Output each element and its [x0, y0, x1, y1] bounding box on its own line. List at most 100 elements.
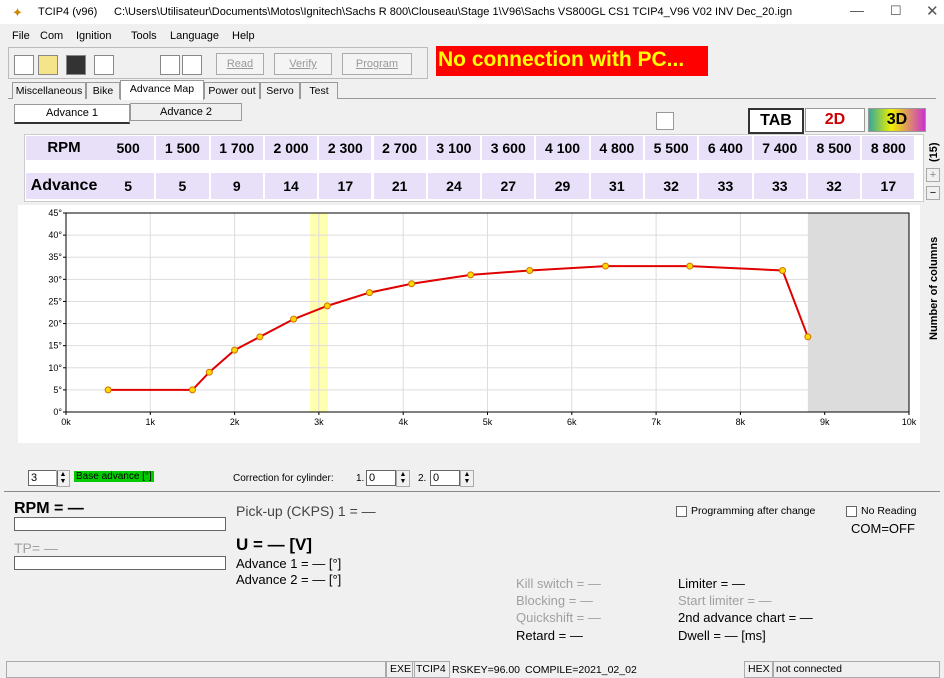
- tp-bar: [14, 556, 226, 570]
- spinner[interactable]: ▲ ▼: [460, 470, 474, 487]
- table-cell[interactable]: 17: [319, 173, 372, 199]
- table-cell[interactable]: 14: [264, 173, 318, 199]
- x-tick-label: 3k: [314, 417, 324, 427]
- print-icon[interactable]: [94, 55, 114, 75]
- minimize[interactable]: —: [850, 2, 864, 18]
- remove-column[interactable]: −: [926, 186, 940, 200]
- cylinder-1-input[interactable]: 0: [366, 470, 396, 486]
- y-tick-label: 40°: [48, 230, 62, 240]
- copy-icon[interactable]: [656, 112, 674, 130]
- table-cell[interactable]: 2 700: [373, 136, 426, 160]
- y-tick-label: 15°: [48, 341, 62, 351]
- tab[interactable]: Miscellaneous: [12, 82, 86, 99]
- maximize[interactable]: ☐: [890, 3, 902, 18]
- data-point: [686, 262, 694, 270]
- table-cell[interactable]: 3 600: [482, 136, 535, 160]
- open-icon[interactable]: [38, 55, 58, 75]
- rpm-bar: [14, 517, 226, 531]
- program-button[interactable]: Program: [342, 53, 412, 75]
- spinner[interactable]: ▲ ▼: [56, 470, 70, 487]
- 2d-view-button[interactable]: 2D: [805, 108, 865, 132]
- pickup-readout: Pick-up (CKPS) 1 = —: [236, 503, 376, 519]
- x-tick-label: 1k: [146, 417, 156, 427]
- menu-item[interactable]: Com: [40, 30, 64, 42]
- table-cell[interactable]: 2 300: [319, 136, 372, 160]
- verify-button[interactable]: Verify: [274, 53, 332, 75]
- menu-item[interactable]: Ignition: [76, 30, 112, 42]
- table-cell[interactable]: 5 500: [645, 136, 698, 160]
- x-tick-label: 6k: [567, 417, 577, 427]
- status-cell: [6, 661, 386, 678]
- table-cell[interactable]: 32: [807, 173, 861, 199]
- table-cell[interactable]: 32: [645, 173, 698, 199]
- status-compile: COMPILE=2021_02_02: [525, 664, 637, 676]
- tab-active[interactable]: Advance Map: [120, 80, 204, 100]
- base-advance-input[interactable]: 3: [28, 470, 58, 486]
- table-cell[interactable]: 21: [373, 173, 426, 199]
- com-status: COM=OFF: [851, 521, 915, 536]
- tab[interactable]: Power out: [204, 82, 260, 99]
- table-cell[interactable]: 27: [482, 173, 535, 199]
- spinner[interactable]: ▲ ▼: [396, 470, 410, 487]
- redo-icon[interactable]: [182, 55, 202, 75]
- table-cell[interactable]: 9: [210, 173, 263, 199]
- add-column[interactable]: +: [926, 168, 940, 182]
- quickshift: Quickshift = —: [516, 610, 601, 625]
- table-cell[interactable]: 8 500: [807, 136, 861, 160]
- table-cell[interactable]: 1 700: [210, 136, 263, 160]
- undo-icon[interactable]: [160, 55, 180, 75]
- blocking: Blocking = —: [516, 593, 593, 608]
- tab[interactable]: Bike: [86, 82, 120, 99]
- data-point: [323, 302, 331, 310]
- 3d-view-button[interactable]: 3D: [868, 108, 926, 132]
- table-cell[interactable]: 3 100: [427, 136, 481, 160]
- table-cell[interactable]: 500: [102, 136, 155, 160]
- save-icon[interactable]: [66, 55, 86, 75]
- table-cell[interactable]: 8 800: [862, 136, 915, 160]
- table-cell[interactable]: 4 100: [536, 136, 589, 160]
- menu-item[interactable]: File: [12, 30, 30, 42]
- advance-1-readout: Advance 1 = — [°]: [236, 556, 342, 571]
- new-icon[interactable]: [14, 55, 34, 75]
- x-tick-label: 2k: [230, 417, 240, 427]
- tab-line: [8, 98, 936, 99]
- correction-label: Correction for cylinder:: [233, 473, 334, 484]
- read-button[interactable]: Read: [216, 53, 264, 75]
- cylinder-2-input[interactable]: 0: [430, 470, 460, 486]
- dwell: Dwell = — [ms]: [678, 628, 766, 643]
- checkbox[interactable]: [676, 506, 687, 517]
- menu-item[interactable]: Language: [170, 30, 219, 42]
- tab[interactable]: Test: [300, 82, 338, 99]
- row-label: Advance: [26, 173, 102, 199]
- y-tick-label: 0°: [53, 407, 62, 417]
- table-cell[interactable]: 17: [862, 173, 915, 199]
- table-cell[interactable]: 4 800: [590, 136, 643, 160]
- connection-banner: No connection with PC...: [436, 46, 708, 76]
- table-cell[interactable]: 5: [156, 173, 209, 199]
- table-cell[interactable]: 1 500: [156, 136, 209, 160]
- data-point: [290, 315, 298, 323]
- tab-view-button[interactable]: TAB: [748, 108, 804, 134]
- table-cell[interactable]: 5: [102, 173, 155, 199]
- table-cell[interactable]: 2 000: [264, 136, 318, 160]
- menu-item[interactable]: Tools: [131, 30, 157, 42]
- voltage-readout: U = — [V]: [236, 535, 313, 554]
- table-cell[interactable]: 31: [590, 173, 643, 199]
- subtab-active[interactable]: Advance 1: [14, 104, 130, 124]
- close[interactable]: ✕: [926, 3, 939, 20]
- table-cell[interactable]: 24: [427, 173, 481, 199]
- app-icon: ✦: [12, 5, 23, 20]
- table-cell[interactable]: 7 400: [753, 136, 806, 160]
- tab[interactable]: Servo: [260, 82, 300, 99]
- table-cell[interactable]: 6 400: [699, 136, 752, 160]
- table-cell[interactable]: 29: [536, 173, 589, 199]
- checkbox[interactable]: [846, 506, 857, 517]
- cylinder-2-label: 2.: [418, 473, 427, 484]
- menu-item[interactable]: Help: [232, 30, 255, 42]
- table-cell[interactable]: 33: [699, 173, 752, 199]
- subtab[interactable]: Advance 2: [130, 103, 242, 121]
- y-tick-label: 20°: [48, 319, 62, 329]
- y-tick-label: 10°: [48, 363, 62, 373]
- table-cell[interactable]: 33: [753, 173, 806, 199]
